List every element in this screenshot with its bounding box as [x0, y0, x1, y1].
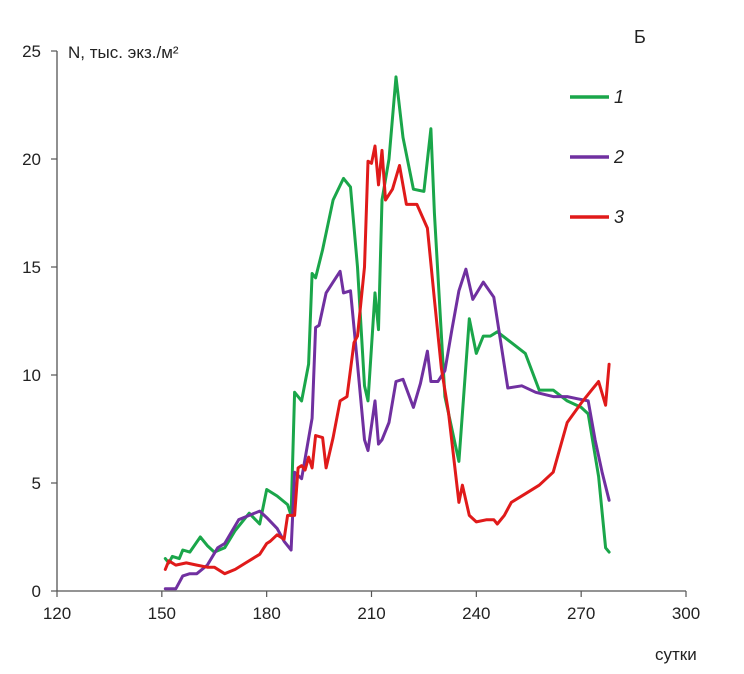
x-tick-label: 180 — [252, 604, 280, 623]
x-tick-label: 240 — [462, 604, 490, 623]
legend: 1 2 3 — [570, 87, 624, 227]
series-lines — [163, 75, 611, 591]
tick-labels: 120 150 180 210 240 270 300 0 5 10 15 20 25 — [22, 42, 700, 623]
x-tick-label: 270 — [567, 604, 595, 623]
y-tick-label: 20 — [22, 150, 41, 169]
x-tick-label: 210 — [357, 604, 385, 623]
panel-label: Б — [634, 27, 646, 47]
x-axis-label: сутки — [655, 645, 697, 664]
series-line-2 — [163, 267, 611, 591]
y-axis-label: N, тыс. экз./м² — [68, 43, 179, 62]
y-tick-label: 0 — [32, 582, 41, 601]
legend-label-2: 2 — [613, 147, 624, 167]
x-tick-label: 300 — [672, 604, 700, 623]
axes — [51, 50, 687, 597]
y-tick-label: 25 — [22, 42, 41, 61]
x-tick-label: 150 — [148, 604, 176, 623]
legend-label-3: 3 — [614, 207, 624, 227]
y-tick-label: 5 — [32, 474, 41, 493]
series-line-3 — [163, 144, 611, 576]
y-tick-label: 10 — [22, 366, 41, 385]
y-tick-label: 15 — [22, 258, 41, 277]
x-tick-label: 120 — [43, 604, 71, 623]
legend-label-1: 1 — [614, 87, 624, 107]
series-line-1 — [163, 75, 611, 565]
